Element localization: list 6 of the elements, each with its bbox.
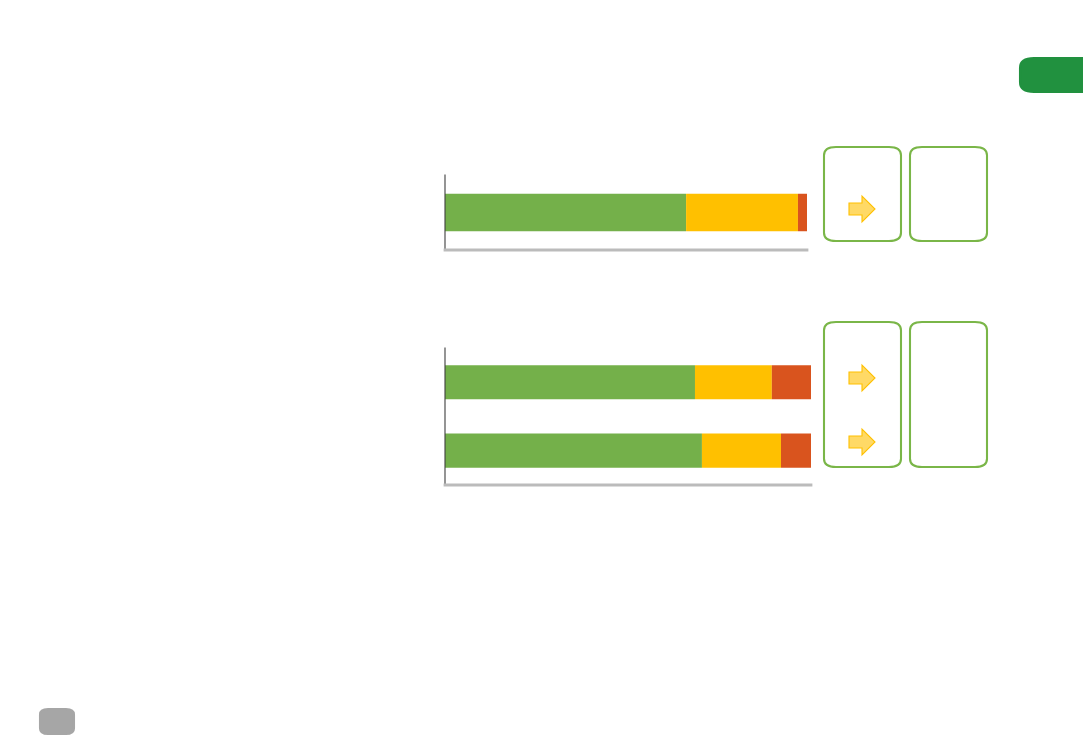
bar — [445, 433, 702, 468]
bar — [701, 433, 781, 468]
bar — [780, 433, 811, 468]
bar — [694, 365, 772, 400]
bar — [445, 365, 695, 400]
bar — [771, 365, 811, 400]
